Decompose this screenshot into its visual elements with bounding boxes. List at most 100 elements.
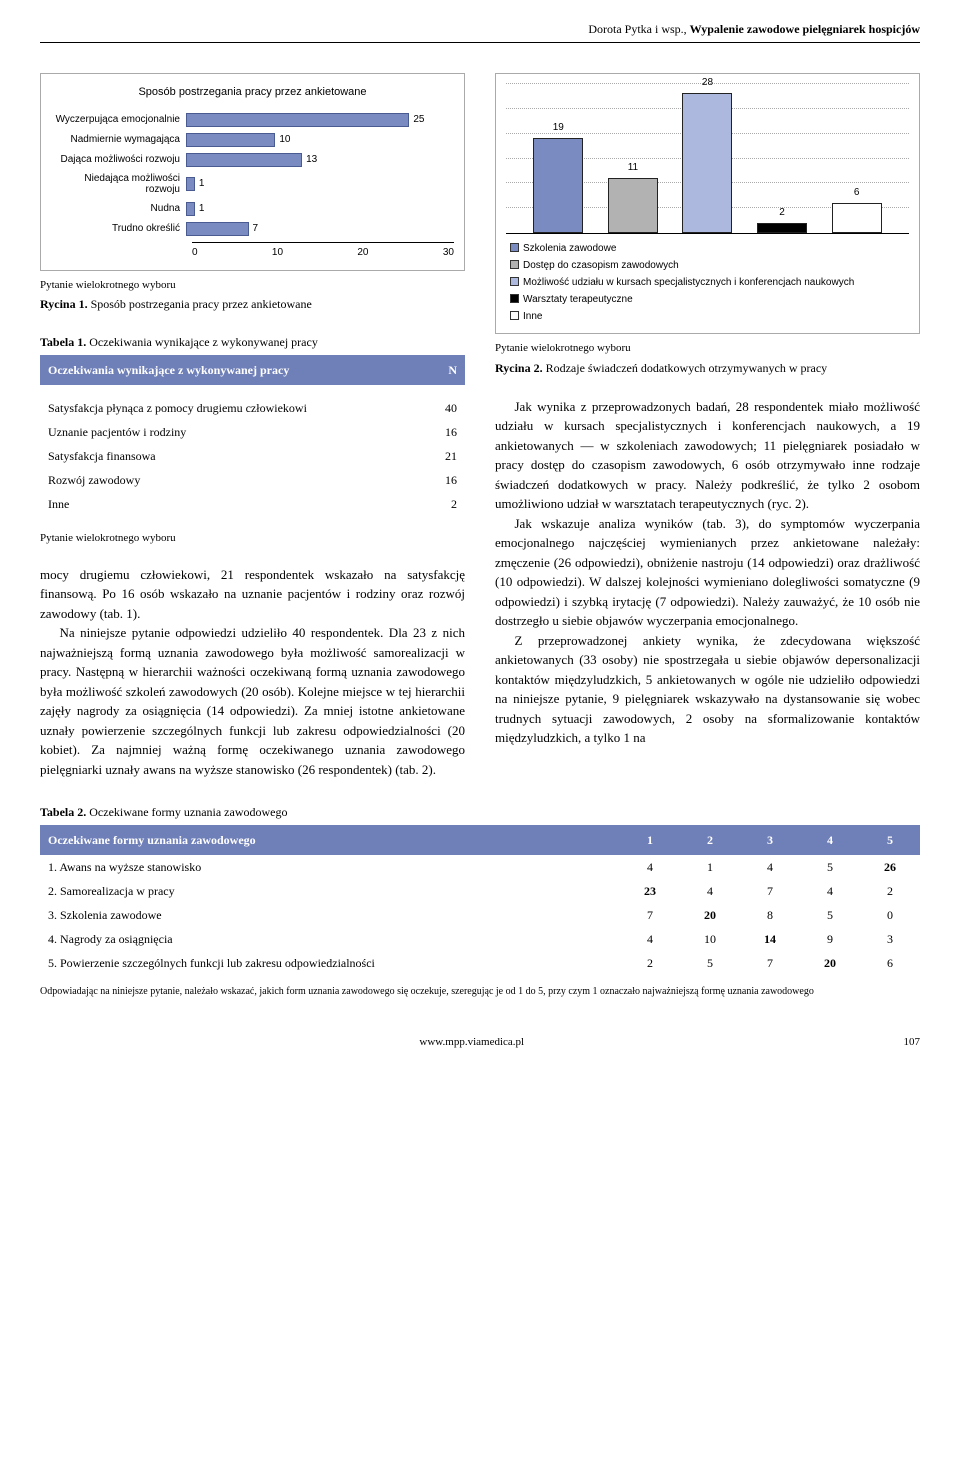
chart1-row: Trudno określić7 bbox=[51, 222, 454, 236]
table2-cell: 4 bbox=[620, 855, 680, 879]
chart1-bar bbox=[186, 202, 195, 216]
running-header: Dorota Pytka i wsp., Wypalenie zawodowe … bbox=[40, 20, 920, 43]
table1-row: Inne2 bbox=[40, 492, 465, 516]
chart2-legend-row: Szkolenia zawodowe bbox=[510, 240, 909, 257]
chart1-bar-value: 1 bbox=[199, 176, 205, 191]
chart2-caption: Rycina 2. Rodzaje świadczeń dodatkowych … bbox=[495, 359, 920, 377]
table2-cell: 8 bbox=[740, 903, 800, 927]
table2-cell: 0 bbox=[860, 903, 920, 927]
chart1-title: Sposób postrzegania pracy przez ankietow… bbox=[51, 84, 454, 101]
table2: Tabela 2. Oczekiwane formy uznania zawod… bbox=[40, 803, 920, 975]
chart2: 19112826 Szkolenia zawodoweDostęp do cza… bbox=[495, 73, 920, 334]
chart1-bar-label: Wyczerpująca emocjonalnie bbox=[51, 114, 186, 126]
table1-title-text: Oczekiwania wynikające z wykonywanej pra… bbox=[89, 335, 318, 349]
table2-header-cell: 4 bbox=[800, 825, 860, 855]
chart1-note: Pytanie wielokrotnego wyboru bbox=[40, 277, 465, 294]
table2-header-row: Oczekiwane formy uznania zawodowego12345 bbox=[40, 825, 920, 855]
table2-cell: 4 bbox=[740, 855, 800, 879]
table2-cell: 7 bbox=[740, 879, 800, 903]
chart2-bar bbox=[682, 93, 732, 233]
footer-url: www.mpp.viamedica.pl bbox=[40, 1034, 904, 1051]
legend-swatch bbox=[510, 277, 519, 286]
chart2-legend: Szkolenia zawodoweDostęp do czasopism za… bbox=[506, 240, 909, 325]
table2-header-cell: 5 bbox=[860, 825, 920, 855]
table2-cell: 5 bbox=[680, 951, 740, 975]
chart1-bar bbox=[186, 113, 409, 127]
table2-cell: 4 bbox=[800, 879, 860, 903]
table2-cell: 1 bbox=[680, 855, 740, 879]
legend-label: Możliwość udziału w kursach specjalistyc… bbox=[523, 274, 854, 291]
chart1-bar bbox=[186, 177, 195, 191]
body-paragraph: Z przeprowadzonej ankiety wynika, że zde… bbox=[495, 631, 920, 748]
header-title: Wypalenie zawodowe pielęgniarek hospicjó… bbox=[690, 22, 920, 36]
chart1-tick: 10 bbox=[272, 245, 283, 260]
body-left: mocy drugiemu człowiekowi, 21 respondent… bbox=[40, 565, 465, 780]
table2-footnote: Odpowiadając na niniejsze pytanie, należ… bbox=[40, 985, 920, 998]
chart1-caption: Rycina 1. Sposób postrzegania pracy prze… bbox=[40, 295, 465, 313]
table2-row: 3. Szkolenia zawodowe720850 bbox=[40, 903, 920, 927]
table2-cell: 4. Nagrody za osiągnięcia bbox=[40, 927, 620, 951]
table2-cell: 7 bbox=[620, 903, 680, 927]
chart2-legend-row: Możliwość udziału w kursach specjalistyc… bbox=[510, 274, 909, 291]
table2-header-cell: 3 bbox=[740, 825, 800, 855]
body-paragraph: Na niniejsze pytanie odpowiedzi udzielił… bbox=[40, 623, 465, 779]
chart1-bar-label: Dająca możliwości rozwoju bbox=[51, 154, 186, 166]
table2-cell: 23 bbox=[620, 879, 680, 903]
chart2-bar bbox=[757, 223, 807, 233]
legend-label: Szkolenia zawodowe bbox=[523, 240, 616, 257]
chart1-bar-value: 13 bbox=[306, 152, 317, 167]
chart1-row: Niedająca możliwości rozwoju 1 bbox=[51, 173, 454, 196]
chart1-bar-label: Nadmiernie wymagająca bbox=[51, 134, 186, 146]
table2-cell: 7 bbox=[740, 951, 800, 975]
table1-cell: 16 bbox=[425, 468, 465, 492]
chart2-bar-wrap: 19 bbox=[533, 138, 583, 233]
body-paragraph: mocy drugiemu człowiekowi, 21 respondent… bbox=[40, 565, 465, 624]
table2-cell: 5. Powierzenie szczególnych funkcji lub … bbox=[40, 951, 620, 975]
table1-cell: Rozwój zawodowy bbox=[40, 468, 425, 492]
table2-row: 4. Nagrody za osiągnięcia4101493 bbox=[40, 927, 920, 951]
table2-header-cell: 2 bbox=[680, 825, 740, 855]
table2-row: 1. Awans na wyższe stanowisko414526 bbox=[40, 855, 920, 879]
chart2-bar-value: 2 bbox=[757, 205, 807, 220]
table1-row: Satysfakcja płynąca z pomocy drugiemu cz… bbox=[40, 385, 465, 420]
table1-title-label: Tabela 1. bbox=[40, 335, 86, 349]
table2-header-cell: 1 bbox=[620, 825, 680, 855]
chart1-caption-text: Sposób postrzegania pracy przez ankietow… bbox=[91, 297, 312, 311]
chart1-bar-label: Niedająca możliwości rozwoju bbox=[51, 173, 186, 196]
table2-cell: 20 bbox=[680, 903, 740, 927]
table1-cell: Satysfakcja płynąca z pomocy drugiemu cz… bbox=[40, 385, 425, 420]
table2-cell: 6 bbox=[860, 951, 920, 975]
chart1-caption-label: Rycina 1. bbox=[40, 297, 88, 311]
table1-header-row: Oczekiwania wynikające z wykonywanej pra… bbox=[40, 355, 465, 385]
table2-header-cell: Oczekiwane formy uznania zawodowego bbox=[40, 825, 620, 855]
chart2-bar bbox=[832, 203, 882, 233]
legend-label: Inne bbox=[523, 308, 542, 325]
chart2-bar-wrap: 2 bbox=[757, 223, 807, 233]
chart1-row: Nadmiernie wymagająca 10 bbox=[51, 133, 454, 147]
chart2-caption-label: Rycina 2. bbox=[495, 361, 543, 375]
table2-cell: 5 bbox=[800, 855, 860, 879]
table1-header-col1: Oczekiwania wynikające z wykonywanej pra… bbox=[40, 355, 425, 385]
table2-cell: 10 bbox=[680, 927, 740, 951]
chart2-bar-value: 11 bbox=[608, 160, 658, 175]
chart1-bar-value: 10 bbox=[279, 132, 290, 147]
legend-swatch bbox=[510, 243, 519, 252]
chart2-legend-row: Warsztaty terapeutyczne bbox=[510, 291, 909, 308]
chart2-caption-text: Rodzaje świadczeń dodatkowych otrzymywan… bbox=[546, 361, 828, 375]
table2-cell: 4 bbox=[620, 927, 680, 951]
table1-cell: Uznanie pacjentów i rodziny bbox=[40, 420, 425, 444]
chart1-tick: 30 bbox=[443, 245, 454, 260]
chart1-bar-value: 25 bbox=[413, 112, 424, 127]
chart1-bar-value: 1 bbox=[199, 201, 205, 216]
table1-note: Pytanie wielokrotnego wyboru bbox=[40, 530, 465, 547]
chart2-bar-wrap: 28 bbox=[682, 93, 732, 233]
table1-row: Satysfakcja finansowa21 bbox=[40, 444, 465, 468]
table2-cell: 14 bbox=[740, 927, 800, 951]
table2-cell: 3. Szkolenia zawodowe bbox=[40, 903, 620, 927]
chart1-row: Dająca możliwości rozwoju 13 bbox=[51, 153, 454, 167]
chart2-bar-value: 19 bbox=[533, 120, 583, 135]
table1-cell: Inne bbox=[40, 492, 425, 516]
table1-cell: 16 bbox=[425, 420, 465, 444]
chart2-bar bbox=[608, 178, 658, 233]
header-author: Dorota Pytka i wsp., bbox=[588, 22, 686, 36]
